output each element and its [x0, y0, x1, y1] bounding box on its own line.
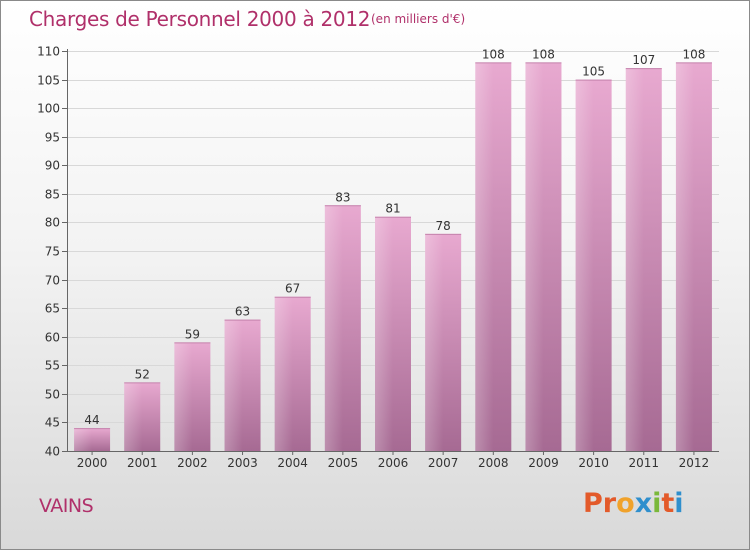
data-label: 78	[436, 219, 451, 233]
y-tick-label: 95	[45, 131, 60, 145]
bars	[74, 62, 712, 452]
x-tick-label: 2009	[528, 456, 559, 470]
y-tick-label: 80	[45, 216, 60, 230]
x-tick-label: 2007	[428, 456, 459, 470]
data-label: 63	[235, 305, 250, 319]
y-tick-label: 55	[45, 359, 60, 373]
x-tick-label: 2001	[127, 456, 158, 470]
y-tick-label: 60	[45, 331, 60, 345]
bar-highlight	[475, 62, 494, 452]
x-tick-label: 2011	[628, 456, 659, 470]
y-tick-label: 105	[37, 74, 60, 88]
bar-highlight	[575, 79, 594, 452]
bar-highlight	[174, 342, 193, 451]
data-labels: 44 52 59 63 67 83 81 78 108 108 105 107 108	[84, 47, 705, 427]
bar-highlight	[425, 233, 444, 451]
x-tick-label: 2006	[378, 456, 409, 470]
data-label: 59	[185, 327, 200, 341]
data-label: 107	[632, 53, 655, 67]
x-tick-label: 2004	[277, 456, 308, 470]
x-tick-label: 2000	[77, 456, 108, 470]
logo-letter: x	[634, 488, 653, 519]
y-tick-label: 50	[45, 388, 60, 402]
x-tick-label: 2008	[478, 456, 509, 470]
proxiti-logo: Proxiti	[583, 488, 684, 519]
logo-letter: P	[583, 488, 603, 519]
y-tick-label: 45	[45, 416, 60, 430]
logo-letter: i	[652, 488, 662, 519]
y-tick-label: 40	[45, 445, 60, 459]
bar-highlight	[224, 319, 243, 451]
y-tick-label: 85	[45, 188, 60, 202]
x-tick-label: 2003	[227, 456, 258, 470]
chart-title: Charges de Personnel 2000 à 2012	[29, 7, 371, 31]
place-name: VAINS	[39, 495, 94, 517]
y-tick-label: 100	[37, 102, 60, 116]
bar-highlight	[625, 68, 644, 452]
data-label: 108	[532, 47, 555, 61]
logo-letter: o	[616, 488, 635, 519]
x-tick-label: 2005	[328, 456, 359, 470]
y-tick-label: 75	[45, 245, 60, 259]
y-tick-label: 110	[37, 45, 60, 59]
logo-letter: t	[661, 488, 675, 519]
bar-highlight	[675, 62, 694, 452]
y-tick-label: 90	[45, 159, 60, 173]
y-tick-label: 65	[45, 302, 60, 316]
logo-letter: i	[674, 488, 684, 519]
x-tick-label: 2010	[578, 456, 609, 470]
bar-highlight	[525, 62, 544, 452]
data-label: 67	[285, 282, 300, 296]
x-tick-label: 2002	[177, 456, 208, 470]
bar-highlight	[324, 205, 343, 451]
chart-subtitle: (en milliers d'€)	[371, 12, 466, 26]
data-label: 108	[682, 47, 705, 61]
data-label: 83	[335, 190, 350, 204]
data-label: 44	[84, 413, 99, 427]
data-label: 105	[582, 65, 605, 79]
data-label: 52	[135, 367, 150, 381]
bar-highlight	[124, 382, 143, 451]
logo-letter: r	[602, 488, 617, 519]
data-label: 108	[482, 47, 505, 61]
y-tick-label: 70	[45, 274, 60, 288]
data-label: 81	[385, 202, 400, 216]
axes: 40 45 50 55 60 65 70 75 80 85 90 95 100 105 110 2000 200…	[37, 45, 719, 470]
x-tick-label: 2012	[679, 456, 710, 470]
bar-highlight	[375, 216, 393, 451]
bar-highlight	[74, 428, 93, 451]
bar-highlight	[274, 296, 293, 451]
